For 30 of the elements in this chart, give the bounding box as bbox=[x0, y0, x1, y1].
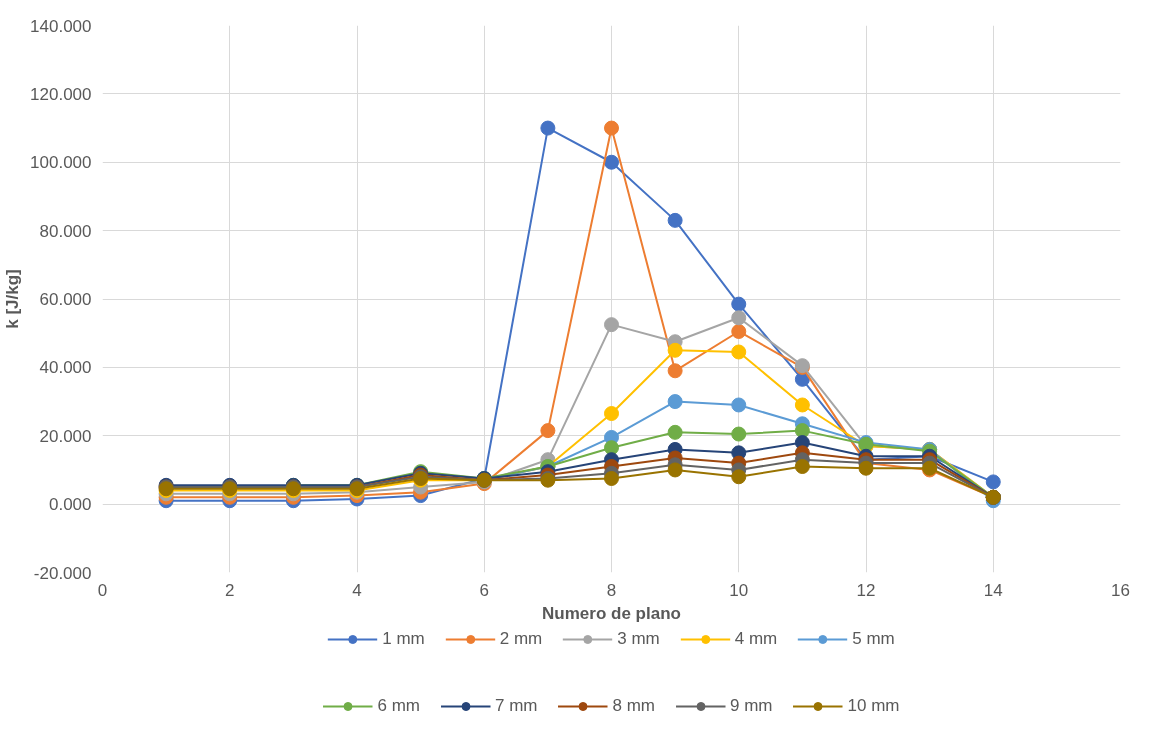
y-tick-label: 0.000 bbox=[48, 495, 92, 515]
y-tick-label: 100.000 bbox=[30, 153, 92, 173]
x-tick-label: 10 bbox=[729, 580, 749, 600]
legend-label: 6 mm bbox=[377, 696, 421, 716]
y-tick-label: 60.000 bbox=[39, 290, 92, 309]
x-axis-title: Numero de plano bbox=[542, 603, 681, 623]
legend-label: 9 mm bbox=[730, 696, 773, 716]
y-tick-label: 20.000 bbox=[39, 426, 92, 446]
legend-label: 2 mm bbox=[499, 629, 543, 649]
x-tick-label: 12 bbox=[856, 580, 876, 600]
x-tick-label: 14 bbox=[983, 580, 1003, 600]
x-tick-label: 4 bbox=[352, 580, 362, 600]
y-axis-title: k [J/kg] bbox=[3, 269, 23, 329]
y-tick-label: 40.000 bbox=[39, 358, 92, 378]
legend-label: 4 mm bbox=[734, 629, 778, 649]
legend-label: 7 mm bbox=[495, 696, 538, 716]
legend-label: 10 mm bbox=[847, 696, 900, 716]
y-tick-label: -20.000 bbox=[33, 563, 92, 583]
legend-label: 5 mm bbox=[852, 629, 895, 649]
legend-label: 3 mm bbox=[617, 629, 660, 649]
legend-label: 1 mm bbox=[382, 629, 425, 649]
legend-label: 8 mm bbox=[612, 696, 656, 716]
y-tick-label: 80.000 bbox=[39, 221, 92, 241]
x-tick-label: 8 bbox=[606, 580, 617, 600]
x-tick-label: 0 bbox=[97, 580, 108, 600]
x-tick-label: 6 bbox=[479, 580, 489, 600]
y-tick-label: 140.000 bbox=[30, 16, 92, 36]
x-tick-label: 2 bbox=[225, 580, 235, 600]
x-tick-label: 16 bbox=[1111, 580, 1130, 600]
y-tick-label: 120.000 bbox=[30, 84, 92, 104]
